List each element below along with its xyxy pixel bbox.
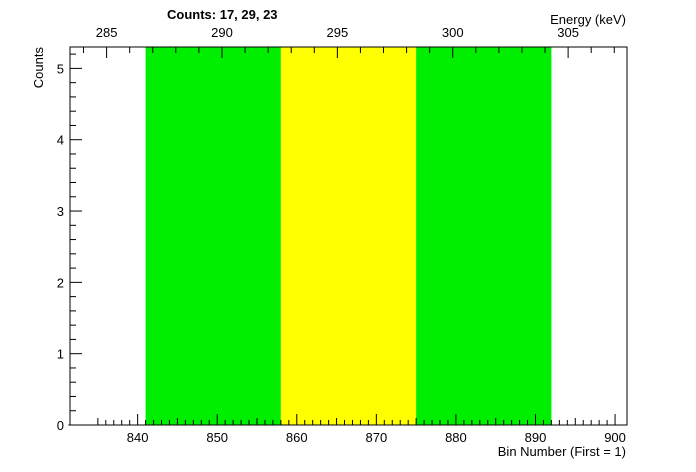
highlight-regions — [145, 47, 552, 425]
region-background-right — [416, 47, 552, 425]
y-axis-title: Counts — [31, 47, 46, 89]
histogram-bin — [563, 282, 571, 425]
y-tick-label: 5 — [57, 61, 64, 76]
histogram-bin — [94, 282, 102, 425]
histogram-bin — [110, 211, 118, 425]
x-tick-label: 870 — [365, 430, 387, 445]
histogram-bin — [579, 211, 587, 425]
x-axis-title: Bin Number (First = 1) — [498, 444, 626, 459]
histogram-bin — [102, 354, 110, 425]
x-tick-label: 850 — [206, 430, 228, 445]
counts-title: Counts: 17, 29, 23 — [167, 7, 278, 22]
y-tick-label: 2 — [57, 275, 64, 290]
top-tick-label: 295 — [327, 25, 349, 40]
top-tick-label: 285 — [96, 25, 118, 40]
region-peak — [280, 47, 417, 425]
x-tick-label: 890 — [525, 430, 547, 445]
x-tick-label: 880 — [445, 430, 467, 445]
x-tick-label: 860 — [286, 430, 308, 445]
top-axis-title: Energy (keV) — [550, 12, 626, 27]
y-tick-label: 3 — [57, 204, 64, 219]
top-tick-label: 300 — [442, 25, 464, 40]
histogram-bin — [571, 211, 579, 425]
x-tick-label: 900 — [604, 430, 626, 445]
top-tick-label: 305 — [557, 25, 579, 40]
plot-frame — [69, 46, 628, 426]
histogram-bin — [595, 354, 603, 425]
x-tick-label: 840 — [127, 430, 149, 445]
axis-ticks — [70, 47, 616, 426]
region-background-left — [145, 47, 281, 425]
y-tick-label: 0 — [57, 418, 64, 433]
tick-labels: 840 850 860 870 880 890 900 0 1 2 3 4 5 285 290 295 300 3… — [57, 25, 626, 445]
histogram-bin — [555, 282, 563, 425]
y-tick-label: 1 — [57, 347, 64, 362]
top-tick-label: 290 — [211, 25, 233, 40]
histogram-bin — [587, 282, 595, 425]
y-tick-label: 4 — [57, 133, 64, 148]
histogram-bin — [118, 354, 126, 425]
